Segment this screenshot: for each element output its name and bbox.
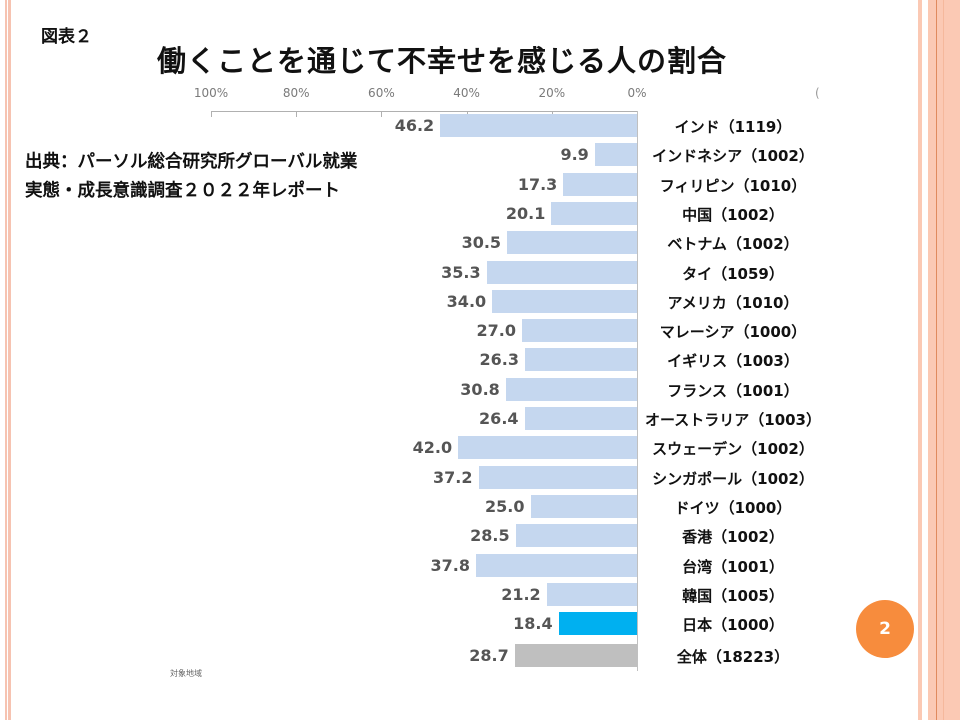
x-tick-label: 80% — [282, 86, 310, 100]
right-decor-line — [943, 0, 944, 720]
category-label: ベトナム（1002） — [667, 235, 799, 254]
value-label: 37.2 — [433, 467, 473, 487]
category-label: フランス（1001） — [667, 381, 799, 400]
bar — [524, 407, 637, 430]
category-label: インドネシア（1002） — [652, 147, 814, 166]
right-decor-gap — [922, 0, 928, 720]
bar — [492, 289, 637, 313]
bar — [505, 377, 637, 401]
category-label: マレーシア（1000） — [659, 323, 807, 342]
category-label: オーストラリア（1003） — [645, 411, 821, 429]
bar — [478, 465, 637, 489]
x-tick-label: 60% — [368, 86, 395, 100]
source-line-1: 出典：パーソル総合研究所グローバル就業 — [25, 152, 358, 172]
value-label: 46.2 — [394, 116, 435, 135]
left-decor-stripe — [8, 0, 11, 720]
x-tick-label: 100% — [193, 86, 229, 100]
value-label: 26.3 — [479, 350, 519, 370]
value-label: 20.1 — [505, 203, 546, 223]
x-tick — [211, 111, 212, 117]
bar — [486, 260, 637, 284]
left-decor-stripe — [5, 0, 7, 720]
value-label: 21.2 — [501, 584, 541, 604]
bar — [514, 644, 637, 668]
value-label: 26.4 — [479, 409, 519, 428]
bar — [594, 143, 637, 167]
x-tick-label: 20% — [538, 86, 566, 100]
source-citation: 出典：パーソル総合研究所グローバル就業 実態・成長意識調査２０２２年レポート — [25, 148, 357, 206]
category-label: 中国（1002） — [682, 205, 784, 224]
value-label: 28.5 — [470, 526, 510, 546]
bar — [558, 612, 637, 636]
slide-title: 働くことを通じて不幸せを感じる人の割合 — [157, 44, 728, 78]
figure-label: 図表２ — [41, 27, 92, 47]
bar — [475, 553, 637, 577]
category-label: ドイツ（1000） — [674, 498, 792, 517]
value-label: 27.0 — [476, 321, 516, 341]
category-label: 全体（18223） — [676, 648, 790, 667]
page-number-badge: 2 — [856, 600, 914, 658]
x-tick-label: 40% — [453, 86, 480, 100]
source-line-2: 実態・成長意識調査２０２２年レポート — [25, 181, 340, 201]
bar — [521, 319, 637, 343]
value-label: 37.8 — [430, 555, 470, 575]
x-tick — [381, 111, 383, 117]
bar — [507, 231, 637, 255]
category-label: イギリス（1003） — [667, 352, 799, 371]
value-label: 42.0 — [412, 438, 453, 458]
category-label: スウェーデン（1002） — [652, 440, 814, 459]
bar — [524, 348, 637, 372]
category-label: タイ（1059） — [682, 264, 784, 283]
value-label: 28.7 — [469, 646, 509, 666]
x-axis-line — [211, 111, 637, 112]
footnote: 対象地域 — [170, 669, 202, 678]
bar — [563, 172, 637, 196]
axis-stray-mark: ( — [815, 86, 820, 100]
bar — [440, 114, 637, 137]
value-label: 30.8 — [460, 379, 500, 399]
category-label: 台湾（1001） — [682, 557, 784, 576]
x-tick — [296, 111, 298, 117]
category-label: シンガポール（1002） — [652, 469, 814, 488]
value-label: 9.9 — [560, 145, 589, 165]
value-label: 35.3 — [441, 262, 481, 282]
category-label: 日本（1000） — [682, 616, 784, 635]
value-label: 18.4 — [513, 614, 553, 634]
category-label: アメリカ（1010） — [667, 293, 799, 312]
bar — [458, 436, 637, 460]
bar — [546, 582, 637, 606]
category-label: インド（1119） — [674, 118, 792, 136]
x-tick-label: 0% — [627, 86, 647, 100]
value-label: 17.3 — [517, 174, 558, 194]
bar — [515, 524, 637, 548]
value-label: 30.5 — [461, 233, 502, 253]
category-label: 香港（1002） — [682, 528, 784, 547]
bar — [551, 201, 637, 225]
right-decor-line — [936, 0, 937, 720]
value-label: 25.0 — [485, 496, 525, 516]
category-label: 韓国（1005） — [682, 586, 784, 605]
value-label: 34.0 — [446, 291, 487, 311]
bar — [530, 494, 637, 518]
category-label: フィリピン（1010） — [659, 176, 807, 195]
zero-baseline — [637, 111, 638, 671]
